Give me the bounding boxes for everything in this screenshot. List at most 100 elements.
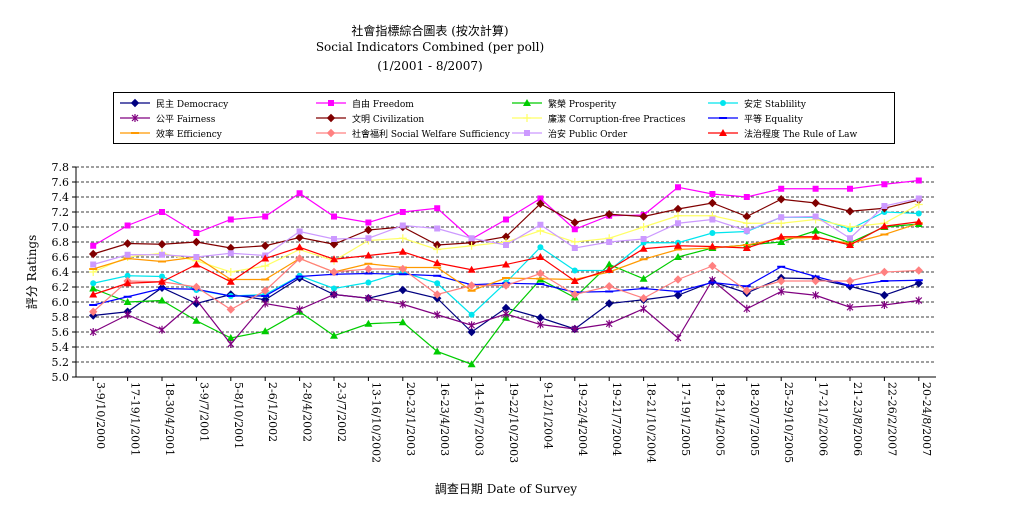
data-point: [639, 223, 648, 231]
x-tick-label: 17-19/1/2001: [129, 382, 142, 456]
data-point: [124, 251, 131, 258]
data-point: [158, 277, 166, 285]
x-tick-label: 25-29/10/2005: [782, 382, 795, 463]
data-point: [260, 286, 270, 295]
data-point: [365, 279, 372, 286]
data-point: [364, 225, 373, 235]
data-point: [914, 200, 923, 209]
data-point: [331, 213, 337, 220]
x-tick-label: 17-19/1/2005: [679, 382, 692, 456]
y-tick-label: 6.6: [52, 251, 70, 264]
data-point: [501, 281, 511, 290]
data-point: [124, 310, 132, 319]
legend-label: 文明 Civilization: [352, 115, 425, 125]
data-point: [914, 217, 923, 225]
x-tick-label: 18-20/7/2005: [748, 382, 761, 456]
data-point: [503, 216, 509, 223]
x-tick-label: 2-3/7/2002: [335, 382, 348, 442]
legend-marker: [326, 128, 336, 138]
legend-marker: [130, 98, 140, 108]
data-point: [812, 185, 819, 192]
data-point: [159, 251, 165, 258]
chart-title-zh: 社會指標綜合圖表 (按次計算): [351, 24, 509, 38]
data-point: [398, 234, 407, 243]
legend-label: 繁榮 Prosperity: [548, 100, 617, 110]
data-point: [90, 280, 97, 287]
data-point: [571, 267, 578, 274]
data-point: [571, 245, 578, 251]
legend-swatch: [120, 132, 150, 134]
data-point: [570, 218, 580, 227]
data-point: [123, 298, 132, 305]
data-point: [604, 282, 614, 291]
data-point: [399, 222, 406, 229]
data-point: [915, 296, 923, 305]
data-point: [192, 260, 201, 268]
data-point: [226, 305, 236, 314]
x-tick-label: 20-24/8/2007: [920, 382, 933, 456]
data-point: [536, 269, 545, 278]
data-point: [845, 207, 855, 216]
data-point: [192, 295, 200, 304]
legend-swatch: [316, 113, 346, 123]
data-point: [89, 284, 98, 292]
data-point: [468, 311, 475, 318]
data-point: [811, 276, 820, 286]
data-point: [159, 209, 165, 215]
data-point: [467, 281, 476, 290]
x-tick-label: 5-8/10/2001: [232, 382, 245, 449]
data-point: [399, 300, 407, 309]
legend-swatch: [120, 98, 150, 108]
data-point: [295, 243, 304, 251]
chart-title-en: Social Indicators Combined (per poll): [315, 40, 545, 54]
data-point: [434, 205, 441, 212]
data-point: [330, 255, 338, 263]
legend-swatch: [512, 114, 542, 122]
legend-swatch: [120, 114, 150, 122]
data-point: [570, 238, 579, 246]
data-point: [296, 305, 304, 314]
data-point: [708, 198, 717, 208]
data-point: [811, 232, 820, 240]
data-point: [880, 301, 888, 309]
x-tick-label: 13-16/10/2002: [369, 382, 382, 463]
data-point: [433, 245, 442, 254]
data-point: [709, 191, 716, 197]
data-point: [674, 253, 682, 260]
data-point: [398, 264, 408, 274]
data-point: [226, 268, 235, 276]
chart-legend: 民主 Democracy 自由 Freedom 繁榮 Prosperity 安定 St…: [113, 92, 895, 144]
data-point: [364, 251, 373, 259]
data-point: [158, 296, 166, 304]
data-point: [88, 307, 98, 316]
data-point: [709, 216, 716, 223]
series-line: [93, 197, 919, 266]
data-point: [536, 313, 545, 322]
data-point: [398, 247, 407, 255]
legend-label: 公平 Fairness: [156, 115, 216, 125]
data-point: [124, 272, 131, 279]
series-9: [88, 254, 924, 316]
data-point: [673, 204, 683, 214]
data-point: [742, 212, 752, 221]
legend-marker: [524, 130, 530, 136]
series-4: [89, 276, 923, 348]
y-tick-label: 6.4: [52, 266, 70, 279]
legend-label: 法治程度 The Rule of Law: [744, 130, 858, 140]
legend-swatch: [316, 128, 346, 138]
data-point: [606, 239, 613, 245]
data-point: [881, 181, 888, 188]
legend-label: 平等 Equality: [744, 115, 803, 125]
data-point: [537, 244, 544, 251]
data-point: [226, 334, 235, 341]
x-tick-label: 3-9/7/2001: [197, 382, 210, 442]
x-tick-label: 2-6/1/2002: [266, 382, 279, 442]
legend-swatch: [708, 117, 738, 119]
data-point: [330, 331, 338, 339]
legend-label: 民主 Democracy: [156, 100, 229, 110]
legend-marker: [720, 100, 726, 106]
y-axis-title: 評分 Ratings: [24, 235, 39, 310]
legend-label: 治安 Public Order: [548, 130, 628, 140]
chart-date-range: (1/2001 - 8/2007): [377, 59, 483, 73]
